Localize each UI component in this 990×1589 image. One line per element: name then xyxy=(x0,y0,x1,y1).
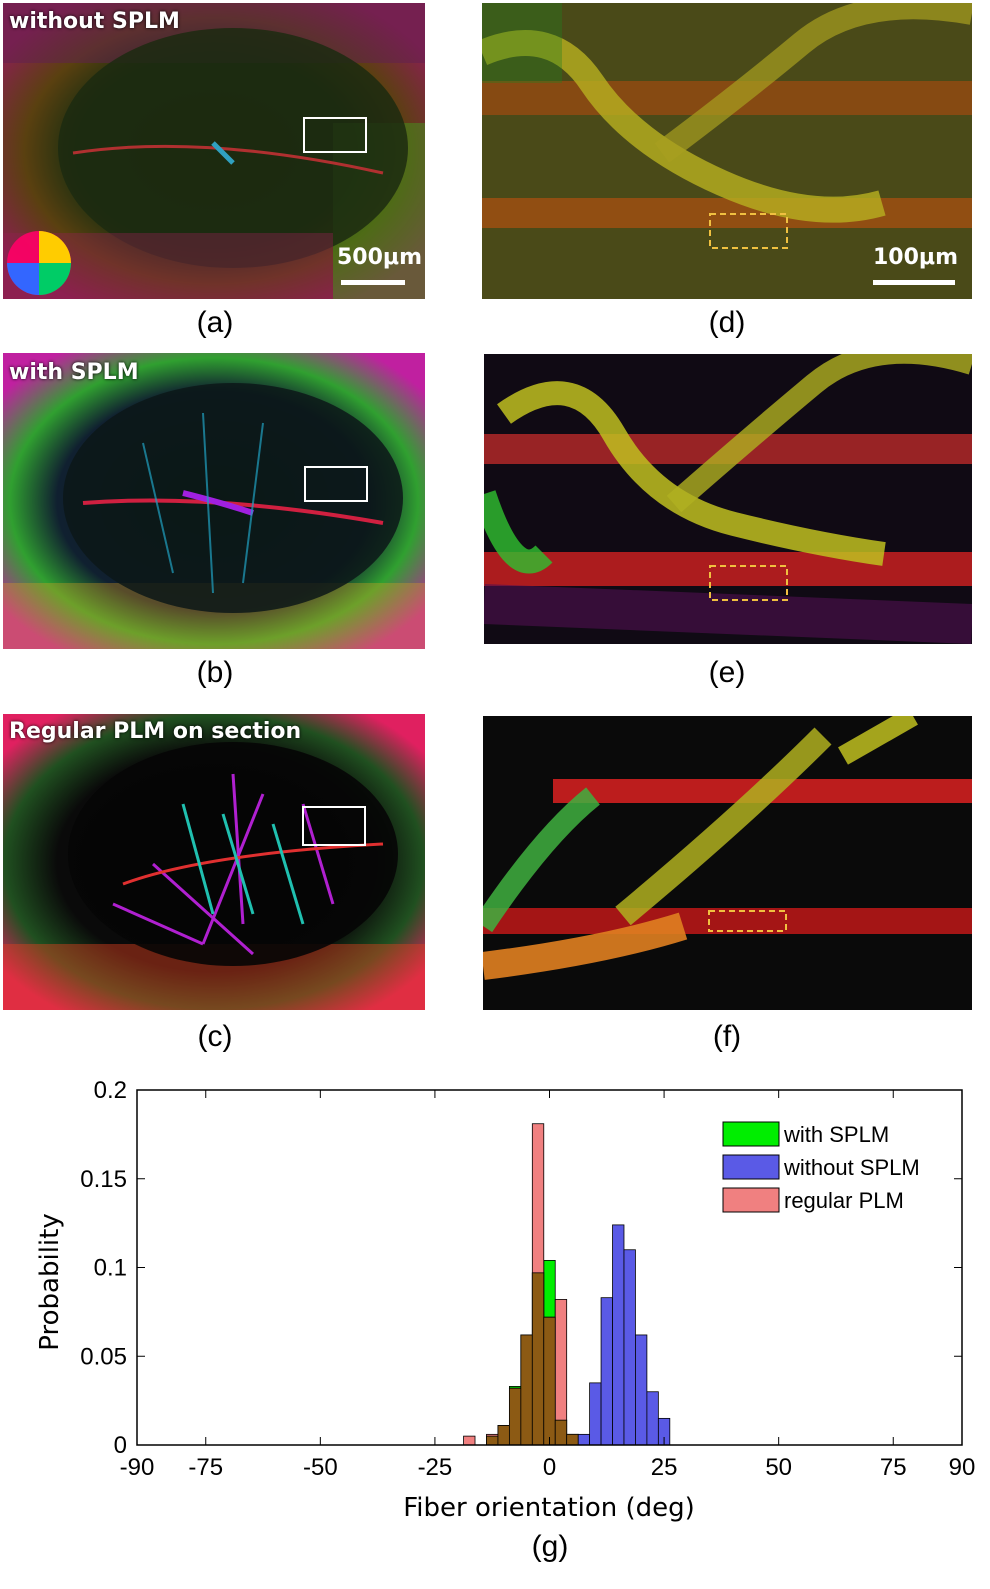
bar-overlap xyxy=(520,1334,533,1446)
bar-without-splm xyxy=(600,1297,613,1446)
histogram-bars xyxy=(463,1123,671,1446)
bar-overlap xyxy=(554,1419,568,1446)
bar-overlap xyxy=(543,1316,556,1446)
legend-swatch xyxy=(722,1121,780,1147)
x-tick-label: 90 xyxy=(949,1454,976,1481)
y-tick-label: 0 xyxy=(114,1432,127,1459)
caption-e: (e) xyxy=(708,656,746,689)
caption-c: (c) xyxy=(197,1020,233,1053)
legend-label: without SPLM xyxy=(783,1155,920,1180)
histogram-chart: -90 -75 -50 -25 0 25 50 75 90 0 0.05 0.1 0.15 0.2 Fib… xyxy=(35,1077,975,1523)
bar-without-splm xyxy=(646,1391,659,1446)
legend-swatch xyxy=(722,1154,780,1180)
legend-label: regular PLM xyxy=(784,1188,904,1213)
bar-overlap xyxy=(566,1433,579,1446)
x-tick-label: -25 xyxy=(418,1454,453,1481)
y-tick-label: 0.05 xyxy=(80,1343,127,1370)
panel-a-image xyxy=(3,3,425,299)
panel-d-scale-label: 100μm xyxy=(873,245,959,270)
x-tick-label: 75 xyxy=(880,1454,907,1481)
axis-ticks: -90 -75 -50 -25 0 25 50 75 90 0 0.05 0.1 0.15 0.2 xyxy=(80,1077,975,1481)
y-tick-label: 0.15 xyxy=(80,1166,127,1193)
panel-e-image xyxy=(484,354,972,644)
x-tick-label: -50 xyxy=(303,1454,338,1481)
y-tick-label: 0.2 xyxy=(94,1077,127,1104)
bar-without-splm xyxy=(612,1224,625,1446)
caption-g: (g) xyxy=(531,1530,569,1563)
x-tick-label: 50 xyxy=(765,1454,792,1481)
x-axis-label: Fiber orientation (deg) xyxy=(403,1493,695,1523)
bar-overlap xyxy=(508,1387,522,1446)
bar-without-splm xyxy=(635,1334,648,1446)
bar-overlap xyxy=(497,1425,510,1446)
panel-b-image xyxy=(3,353,425,649)
panel-f-image xyxy=(483,716,972,1010)
bar-overlap xyxy=(486,1435,499,1446)
caption-d: (d) xyxy=(708,306,746,339)
panel-c-label: Regular PLM on section xyxy=(9,719,302,744)
panel-a-scale-label: 500μm xyxy=(337,245,423,270)
y-axis-label: Probability xyxy=(35,1213,65,1350)
caption-f: (f) xyxy=(712,1020,742,1053)
bar-without-splm xyxy=(589,1382,602,1446)
bar-regular-plm xyxy=(463,1435,476,1446)
legend: with SPLM without SPLM regular PLM xyxy=(722,1121,920,1213)
y-tick-label: 0.1 xyxy=(94,1255,127,1282)
x-tick-label: -90 xyxy=(120,1454,155,1481)
legend-label: with SPLM xyxy=(783,1122,889,1147)
panel-d-image xyxy=(482,3,972,299)
bar-without-splm xyxy=(577,1433,591,1446)
panel-a-scale-bar xyxy=(341,280,405,285)
bar-overlap xyxy=(531,1272,545,1446)
panel-a-label: without SPLM xyxy=(9,9,180,34)
x-tick-label: -75 xyxy=(188,1454,223,1481)
panel-d-scale-bar xyxy=(873,280,955,285)
x-tick-label: 25 xyxy=(651,1454,678,1481)
caption-b: (b) xyxy=(196,656,234,689)
panel-b-label: with SPLM xyxy=(9,360,139,385)
caption-a: (a) xyxy=(196,306,234,339)
legend-swatch xyxy=(722,1187,780,1213)
bar-without-splm xyxy=(623,1249,636,1446)
x-tick-label: 0 xyxy=(543,1454,556,1481)
panel-c-image xyxy=(3,714,425,1010)
